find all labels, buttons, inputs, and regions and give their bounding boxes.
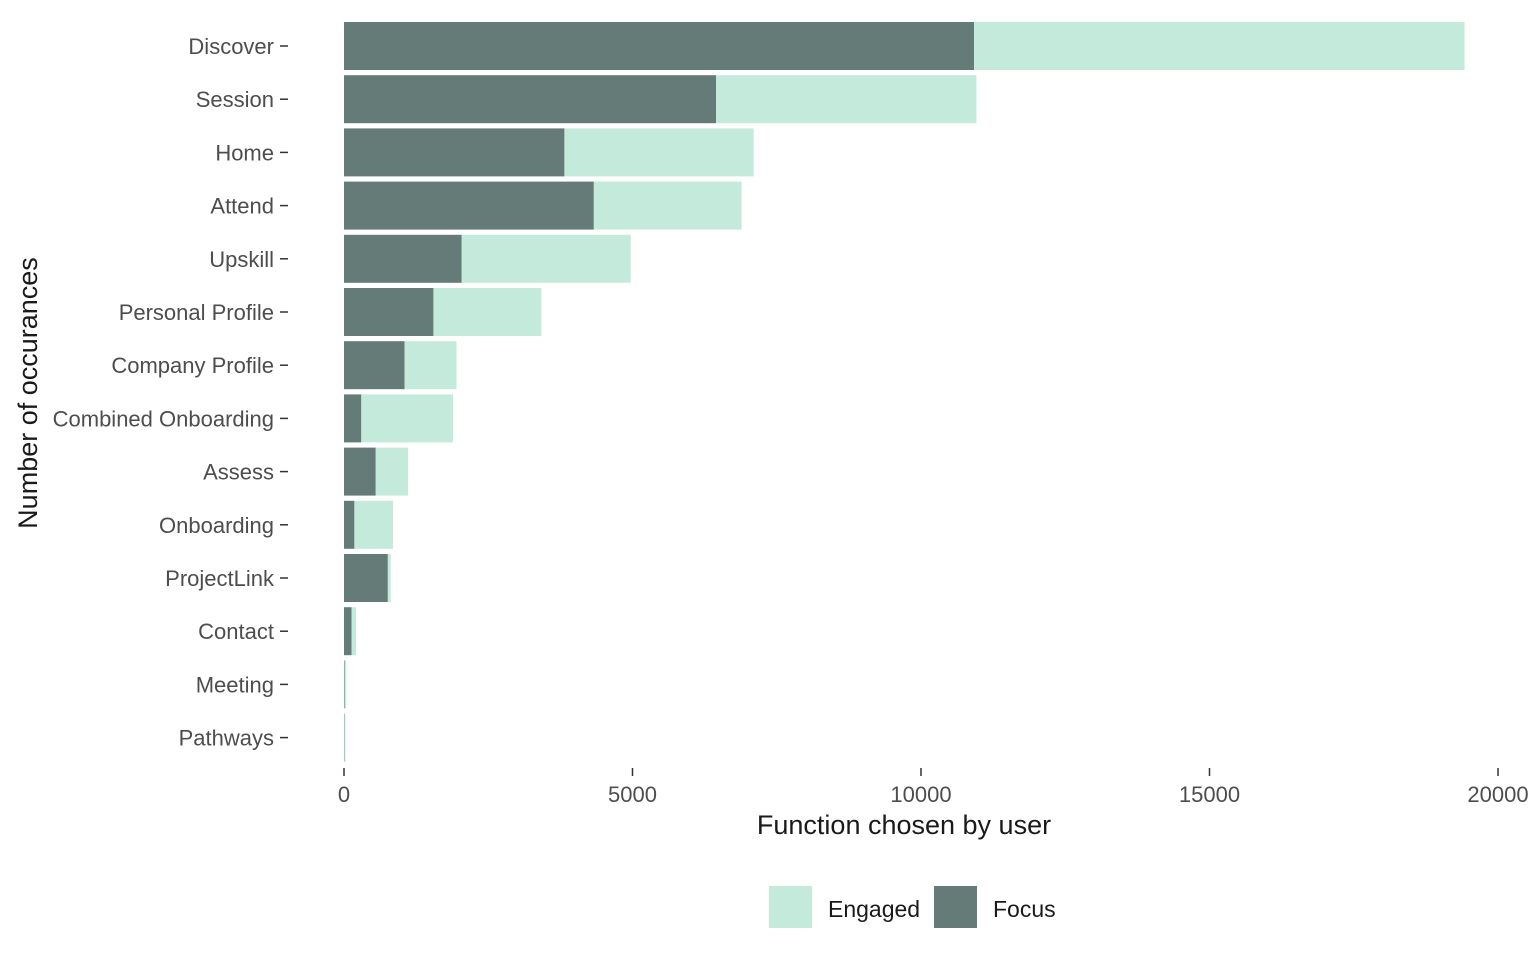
bar-combined-onboarding-focus xyxy=(344,394,362,443)
x-tick-label-0: 0 xyxy=(338,782,350,807)
x-axis-title: Function chosen by user xyxy=(757,810,1051,840)
legend-swatch-focus xyxy=(934,886,977,928)
x-axis: 0 5000 10000 15000 20000 xyxy=(338,768,1529,807)
x-tick-label-10000: 10000 xyxy=(890,782,951,807)
y-tick-label-personal-profile: Personal Profile xyxy=(119,300,274,325)
bar-personal-profile-engaged xyxy=(433,288,542,336)
bar-upskill-focus xyxy=(344,234,462,283)
legend: Engaged Focus xyxy=(769,886,1056,928)
bar-home-engaged xyxy=(564,128,754,177)
bar-meeting-engaged xyxy=(344,660,347,709)
y-tick-label-combined-onboarding: Combined Onboarding xyxy=(53,406,274,431)
bar-attend-engaged xyxy=(593,181,742,230)
bar-contact-focus xyxy=(344,607,352,656)
bar-upskill-engaged xyxy=(461,234,631,283)
y-tick-label-meeting: Meeting xyxy=(196,672,274,697)
bar-combined-onboarding-engaged xyxy=(361,394,454,443)
bar-session-focus xyxy=(344,75,717,124)
x-tick-label-15000: 15000 xyxy=(1179,782,1240,807)
y-tick-label-attend: Attend xyxy=(210,194,274,219)
y-tick-label-discover: Discover xyxy=(188,34,274,59)
x-tick-label-5000: 5000 xyxy=(608,782,657,807)
y-axis-title: Number of occurances xyxy=(13,257,43,529)
legend-label-engaged: Engaged xyxy=(828,896,920,922)
y-tick-label-pathways: Pathways xyxy=(179,726,274,751)
bar-company-profile-focus xyxy=(344,341,405,390)
bar-discover-engaged xyxy=(974,22,1465,70)
x-tick-label-20000: 20000 xyxy=(1467,782,1528,807)
bar-personal-profile-focus xyxy=(344,288,434,336)
bar-assess-engaged xyxy=(375,447,409,496)
y-tick-label-contact: Contact xyxy=(198,619,274,644)
legend-label-focus: Focus xyxy=(993,896,1056,922)
bar-attend-focus xyxy=(344,181,594,230)
bar-onboarding-engaged xyxy=(354,500,394,549)
bar-session-engaged xyxy=(716,75,977,124)
bar-company-profile-engaged xyxy=(404,341,457,390)
bar-projectlink-focus xyxy=(344,554,388,602)
y-axis: Discover Session Home Attend Upskill Personal… xyxy=(53,34,288,751)
bar-contact-engaged xyxy=(351,607,357,656)
bars-layer xyxy=(344,22,1465,762)
y-tick-label-projectlink: ProjectLink xyxy=(165,566,275,591)
bar-home-focus xyxy=(344,128,565,177)
bar-onboarding-focus xyxy=(344,500,355,549)
bar-projectlink-engaged xyxy=(387,554,391,602)
legend-swatch-engaged xyxy=(769,886,812,928)
bar-pathways-engaged xyxy=(344,713,346,762)
y-tick-label-company-profile: Company Profile xyxy=(111,353,274,378)
bar-meeting-focus xyxy=(344,660,345,709)
y-tick-label-assess: Assess xyxy=(203,460,274,485)
bar-discover-focus xyxy=(344,22,975,70)
y-tick-label-home: Home xyxy=(215,140,274,165)
bar-assess-focus xyxy=(344,447,376,496)
y-tick-label-onboarding: Onboarding xyxy=(159,513,274,538)
y-tick-label-upskill: Upskill xyxy=(209,247,274,272)
y-tick-label-session: Session xyxy=(196,87,274,112)
